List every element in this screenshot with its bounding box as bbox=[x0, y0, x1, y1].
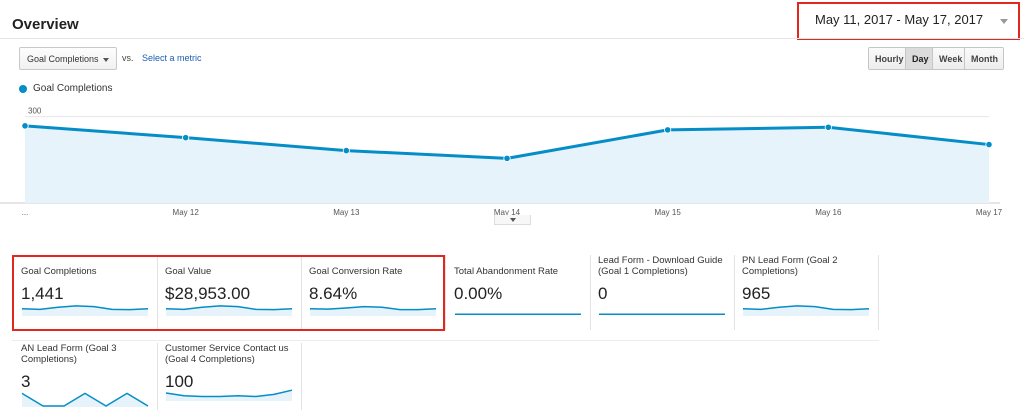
scorecard-row-divider bbox=[12, 340, 879, 341]
x-tick-label: May 14 bbox=[494, 208, 521, 217]
sparkline bbox=[742, 305, 870, 316]
scorecard-divider bbox=[590, 255, 591, 330]
data-point[interactable] bbox=[503, 154, 511, 162]
scorecard-label: Goal Completions bbox=[21, 266, 97, 277]
scorecard[interactable]: Goal Value $28,953.00 bbox=[165, 266, 295, 328]
scorecard-divider bbox=[157, 343, 158, 410]
x-tick-label: May 15 bbox=[655, 208, 682, 217]
x-tick-label: May 16 bbox=[815, 208, 842, 217]
scorecard-value: 100 bbox=[165, 372, 194, 391]
scorecard-divider bbox=[734, 255, 735, 330]
x-tick-label: May 13 bbox=[333, 208, 360, 217]
scorecard-divider bbox=[301, 255, 302, 330]
scorecard-value: 965 bbox=[742, 284, 771, 303]
data-point[interactable] bbox=[824, 123, 832, 131]
metric-select-value: Goal Completions bbox=[27, 54, 99, 64]
date-range-picker[interactable]: May 11, 2017 - May 17, 2017 bbox=[815, 12, 984, 27]
scorecard[interactable]: Total Abandonment Rate 0.00% bbox=[454, 266, 584, 328]
scorecard-label: Goal Conversion Rate bbox=[309, 266, 403, 277]
scorecard-value: $28,953.00 bbox=[165, 284, 251, 303]
chevron-down-icon[interactable] bbox=[1000, 19, 1008, 24]
sparkline bbox=[599, 313, 725, 316]
page-title: Overview bbox=[12, 16, 79, 33]
data-point[interactable] bbox=[664, 126, 672, 134]
data-point[interactable] bbox=[342, 147, 350, 155]
scorecard-label: Total Abandonment Rate bbox=[454, 266, 559, 277]
sparkline bbox=[21, 392, 149, 407]
hourly-button[interactable]: Hourly bbox=[869, 48, 906, 69]
x-tick-label: ... bbox=[22, 208, 29, 217]
sparkline bbox=[165, 389, 293, 401]
scorecard-label: Customer Service Contact us (Goal 4 Comp… bbox=[165, 343, 289, 365]
data-point[interactable] bbox=[985, 140, 993, 149]
scorecard[interactable]: PN Lead Form (Goal 2 Completions) 965 bbox=[742, 255, 872, 317]
header-divider bbox=[0, 38, 1024, 39]
chart-collapse-toggle[interactable] bbox=[494, 215, 531, 225]
scorecard-label: PN Lead Form (Goal 2 Completions) bbox=[742, 255, 838, 277]
date-range-highlight bbox=[797, 2, 1020, 40]
sparkline bbox=[455, 313, 581, 316]
sparkline bbox=[165, 305, 293, 316]
scorecard-value: 3 bbox=[21, 372, 31, 391]
data-point[interactable] bbox=[182, 134, 190, 142]
select-metric-link[interactable]: Select a metric bbox=[142, 53, 202, 63]
data-point[interactable] bbox=[21, 122, 29, 130]
sparkline bbox=[309, 305, 437, 316]
scorecard-divider bbox=[301, 343, 302, 410]
chevron-down-icon bbox=[510, 218, 516, 222]
scorecard-divider bbox=[445, 255, 446, 330]
chevron-down-icon bbox=[103, 58, 109, 62]
scorecard-label: AN Lead Form (Goal 3 Completions) bbox=[21, 343, 117, 365]
scorecard[interactable]: Goal Completions 1,441 bbox=[21, 266, 151, 328]
vs-label: vs. bbox=[122, 53, 134, 63]
week-button[interactable]: Week bbox=[933, 48, 965, 69]
scorecard-divider bbox=[878, 255, 879, 330]
legend-swatch bbox=[19, 85, 27, 93]
month-button[interactable]: Month bbox=[965, 48, 1003, 69]
x-tick-label: May 12 bbox=[173, 208, 200, 217]
y-tick-label: 300 bbox=[28, 107, 42, 116]
scorecard-label: Goal Value bbox=[165, 266, 212, 277]
scorecard-highlight bbox=[12, 255, 445, 331]
scorecard[interactable]: AN Lead Form (Goal 3 Completions) 3 bbox=[21, 343, 151, 407]
scorecard[interactable]: Customer Service Contact us (Goal 4 Comp… bbox=[165, 343, 295, 405]
x-tick-label: May 17 bbox=[976, 208, 1003, 217]
scorecard-value: 1,441 bbox=[21, 284, 64, 303]
scorecard[interactable]: Goal Conversion Rate 8.64% bbox=[309, 266, 439, 328]
day-button[interactable]: Day bbox=[906, 48, 933, 69]
legend-label[interactable]: Goal Completions bbox=[33, 83, 113, 94]
scorecard-label: Lead Form - Download Guide (Goal 1 Compl… bbox=[598, 255, 723, 277]
scorecard-value: 0.00% bbox=[454, 284, 503, 303]
granularity-toggle: Hourly Day Week Month bbox=[868, 47, 1004, 70]
scorecard-value: 8.64% bbox=[309, 284, 358, 303]
scorecard-divider bbox=[157, 255, 158, 330]
scorecard[interactable]: Lead Form - Download Guide (Goal 1 Compl… bbox=[598, 255, 728, 317]
scorecard-value: 0 bbox=[598, 284, 608, 303]
metric-select[interactable]: Goal Completions bbox=[19, 47, 117, 70]
sparkline bbox=[21, 305, 149, 316]
